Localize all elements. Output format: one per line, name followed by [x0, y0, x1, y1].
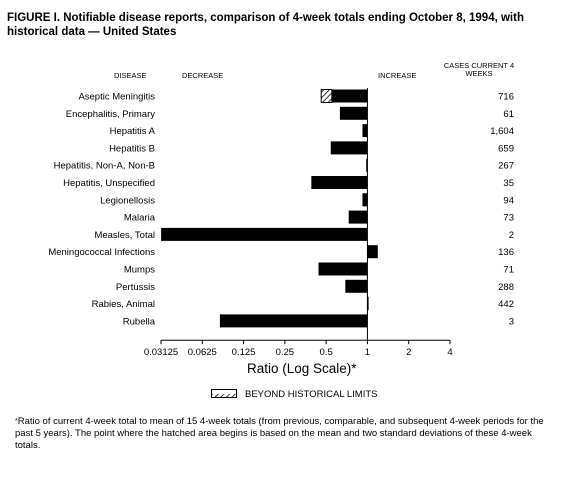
bar — [345, 279, 368, 293]
cases-value: 288 — [498, 282, 514, 293]
footnote: *Ratio of current 4-week total to mean o… — [15, 416, 555, 452]
cases-value: 94 — [503, 195, 514, 206]
x-tick-label: 0.5 — [320, 347, 333, 358]
cases-value: 442 — [498, 299, 514, 310]
bar — [367, 245, 378, 259]
x-tick-label: 0.125 — [232, 347, 256, 358]
disease-label: Hepatitis, Unspecified — [63, 178, 155, 189]
bar — [219, 314, 368, 328]
bar — [339, 106, 368, 120]
bar — [362, 124, 368, 138]
disease-label: Pertussis — [116, 282, 155, 293]
footnote-text: Ratio of current 4-week total to mean of… — [15, 416, 544, 451]
disease-label: Mumps — [124, 265, 155, 276]
cases-value: 716 — [498, 92, 514, 103]
disease-label: Measles, Total — [94, 230, 155, 241]
bar — [367, 297, 369, 311]
cases-value: 71 — [503, 265, 514, 276]
cases-value: 73 — [503, 213, 514, 224]
cases-value: 35 — [503, 178, 514, 189]
cases-column-header: CASES CURRENT 4 WEEKS — [443, 61, 515, 78]
footnote-mark: * — [15, 418, 18, 425]
disease-label: Legionellosis — [100, 195, 155, 206]
disease-label: Encephalitis, Primary — [66, 109, 155, 120]
disease-label: Aseptic Meningitis — [78, 92, 155, 103]
x-tick-label: 2 — [406, 347, 411, 358]
x-tick-label: 0.03125 — [144, 347, 178, 358]
bar — [161, 227, 368, 241]
cases-value: 659 — [498, 143, 514, 154]
figure-title: FIGURE I. Notifiable disease reports, co… — [7, 12, 524, 38]
cases-value: 1,604 — [490, 126, 514, 137]
cases-value: 267 — [498, 161, 514, 172]
cases-value: 2 — [509, 230, 514, 241]
x-tick-label: 4 — [447, 347, 452, 358]
bar — [362, 193, 368, 207]
disease-label: Rubella — [123, 316, 156, 327]
bar — [318, 262, 368, 276]
disease-label: Meningococcal Infections — [48, 247, 155, 258]
disease-column-header: DISEASE — [114, 71, 147, 80]
cases-value: 136 — [498, 247, 514, 258]
disease-label: Hepatitis A — [110, 126, 156, 137]
legend-hatch-swatch — [211, 389, 237, 398]
x-tick-label: 0.0625 — [188, 347, 217, 358]
bar — [311, 176, 368, 189]
disease-label: Rabies, Animal — [92, 299, 155, 310]
x-axis-title: Ratio (Log Scale)* — [247, 361, 357, 376]
disease-label: Malaria — [124, 213, 156, 224]
x-tick-label: 1 — [365, 347, 370, 358]
disease-label: Hepatitis B — [109, 143, 155, 154]
cases-value: 61 — [503, 109, 514, 120]
bar — [330, 141, 368, 155]
bar-hatched-segment — [320, 89, 333, 103]
bar — [348, 210, 368, 224]
disease-label: Hepatitis, Non-A, Non-B — [54, 161, 155, 172]
cases-value: 3 — [509, 316, 514, 327]
bar — [366, 158, 368, 172]
decrease-header: DECREASE — [182, 71, 224, 80]
increase-header: INCREASE — [378, 71, 417, 80]
legend-label: BEYOND HISTORICAL LIMITS — [245, 389, 378, 400]
x-tick-label: 0.25 — [276, 347, 295, 358]
bar — [321, 89, 368, 103]
